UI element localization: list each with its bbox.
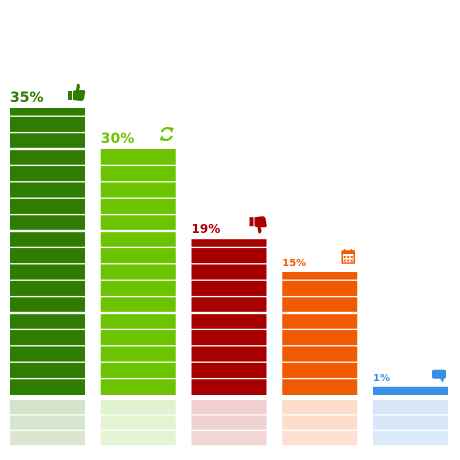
reflection-segment	[191, 400, 267, 415]
thumbs-up-icon	[68, 83, 86, 101]
bar-segment-divider	[282, 377, 358, 380]
bar-1: 35%	[10, 83, 86, 446]
bar-3-reflection	[191, 400, 267, 446]
bar-segment-divider	[282, 328, 358, 331]
bar-segment-divider	[100, 279, 176, 281]
bar-segment-divider	[10, 115, 85, 117]
bar-4: 15%	[282, 249, 358, 446]
bar-segment-divider	[191, 263, 267, 265]
bar-segment-divider	[100, 229, 176, 233]
bar-segment-divider	[10, 147, 85, 151]
reflection-segment	[100, 431, 176, 446]
bar-segment-divider	[10, 164, 85, 167]
bar-segment-divider	[10, 295, 85, 298]
bar-5-value-label: 1%	[373, 373, 390, 384]
bar-segment-divider	[282, 361, 358, 363]
bar-segment-divider	[100, 311, 176, 315]
bar-segment-divider	[100, 213, 176, 216]
bar-2-rect	[100, 149, 176, 395]
reflection-segment	[373, 431, 448, 446]
refresh-icon	[159, 127, 174, 141]
reflection-segment	[191, 415, 267, 430]
bar-segment-divider	[191, 361, 267, 363]
reflection-segment	[10, 400, 85, 415]
bar-2-reflection	[100, 400, 176, 446]
bar-segment-divider	[282, 311, 358, 315]
bar-4-value-label: 15%	[282, 258, 306, 269]
bar-segment-divider	[10, 263, 85, 265]
reflection-segment	[282, 415, 358, 430]
bar-segment-divider	[10, 311, 85, 315]
thumbs-down-icon	[249, 216, 267, 234]
bar-segment-divider	[10, 197, 85, 199]
bar-segment-divider	[10, 279, 85, 281]
bar-segment-divider	[282, 345, 358, 347]
bar-segment-divider	[10, 377, 85, 380]
reflection-segment	[10, 431, 85, 446]
reflection-segment	[282, 400, 358, 415]
bar-segment-divider	[100, 328, 176, 331]
bar-segment-divider	[100, 181, 176, 183]
reflection-segment	[191, 431, 267, 446]
bar-segment-divider	[191, 345, 267, 347]
reflection-segment	[282, 431, 358, 446]
bar-segment-divider	[282, 279, 358, 281]
bar-5: 1%	[373, 369, 448, 446]
bar-5-rect	[373, 386, 448, 395]
bar-segment-divider	[191, 246, 267, 249]
bar-4-rect	[282, 272, 358, 395]
bar-segment-divider	[10, 229, 85, 233]
bar-segment-divider	[10, 131, 85, 134]
reflection-segment	[100, 400, 176, 415]
speech-bubble-icon	[432, 369, 446, 383]
reflection-segment	[100, 415, 176, 430]
bar-segment-divider	[191, 328, 267, 331]
bar-5-reflection	[373, 400, 448, 446]
bar-segment-divider	[191, 295, 267, 298]
bar-4-reflection	[282, 400, 358, 446]
bar-3-value-label: 19%	[192, 222, 221, 236]
bars-layer: 35% 30% 19% 15% 1%	[10, 83, 448, 446]
bar-segment-divider	[100, 295, 176, 298]
calendar-icon	[341, 249, 355, 264]
bar-1-rect	[10, 108, 85, 395]
bar-segment-divider	[10, 345, 85, 347]
bar-segment-divider	[191, 377, 267, 380]
bar-segment-divider	[10, 361, 85, 363]
bar-segment-divider	[100, 197, 176, 199]
bar-segment-divider	[282, 295, 358, 298]
bar-segment-divider	[100, 377, 176, 380]
bar-1-value-label: 35%	[10, 90, 44, 106]
bar-segment-divider	[100, 361, 176, 363]
reflection-segment	[373, 400, 448, 415]
bar-2: 30%	[100, 127, 176, 446]
bar-segment-divider	[100, 164, 176, 167]
reflection-segment	[10, 415, 85, 430]
bar-segment-divider	[10, 213, 85, 216]
bar-segment-divider	[191, 279, 267, 281]
bar-segment-divider	[100, 246, 176, 249]
bar-3: 19%	[191, 216, 267, 446]
bar-3-rect	[191, 239, 267, 395]
bar-segment-divider	[191, 311, 267, 315]
bar-segment-divider	[10, 328, 85, 331]
bar-segment-divider	[10, 181, 85, 183]
bar-segment-divider	[100, 263, 176, 265]
bar-2-value-label: 30%	[101, 131, 135, 147]
bar-1-reflection	[10, 400, 85, 446]
bar-segment-divider	[100, 345, 176, 347]
reflection-segment	[373, 415, 448, 430]
bar-segment-divider	[10, 246, 85, 249]
